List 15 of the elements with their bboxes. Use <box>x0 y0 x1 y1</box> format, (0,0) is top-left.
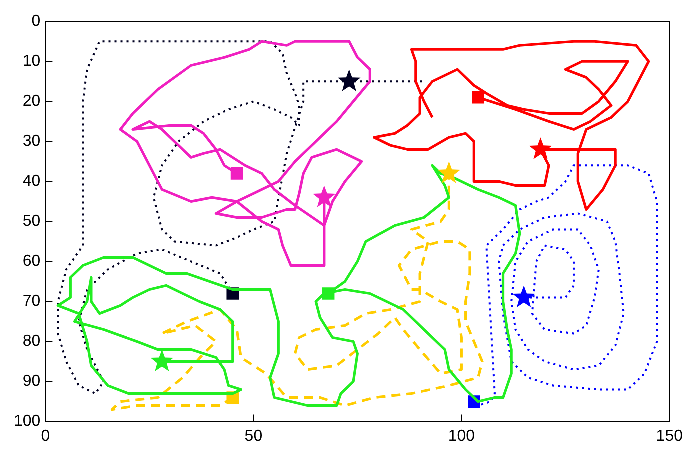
y-tick-label: 70 <box>22 293 41 310</box>
y-tick-label: 40 <box>22 173 41 190</box>
y-tick-label: 10 <box>22 53 41 70</box>
x-tick-label: 150 <box>656 428 684 445</box>
y-tick-label: 0 <box>32 13 41 30</box>
y-tick-label: 100 <box>14 413 41 430</box>
y-tick-label: 30 <box>22 133 41 150</box>
y-tick-label: 80 <box>22 333 41 350</box>
y-tick-label: 50 <box>22 213 41 230</box>
y-tick-label: 90 <box>22 373 41 390</box>
y-tick-label: 20 <box>22 93 41 110</box>
line-series <box>57 40 426 395</box>
x-tick-label: 100 <box>448 428 476 445</box>
y-tick-label: 60 <box>22 253 41 270</box>
x-tick-label: 50 <box>244 428 263 445</box>
